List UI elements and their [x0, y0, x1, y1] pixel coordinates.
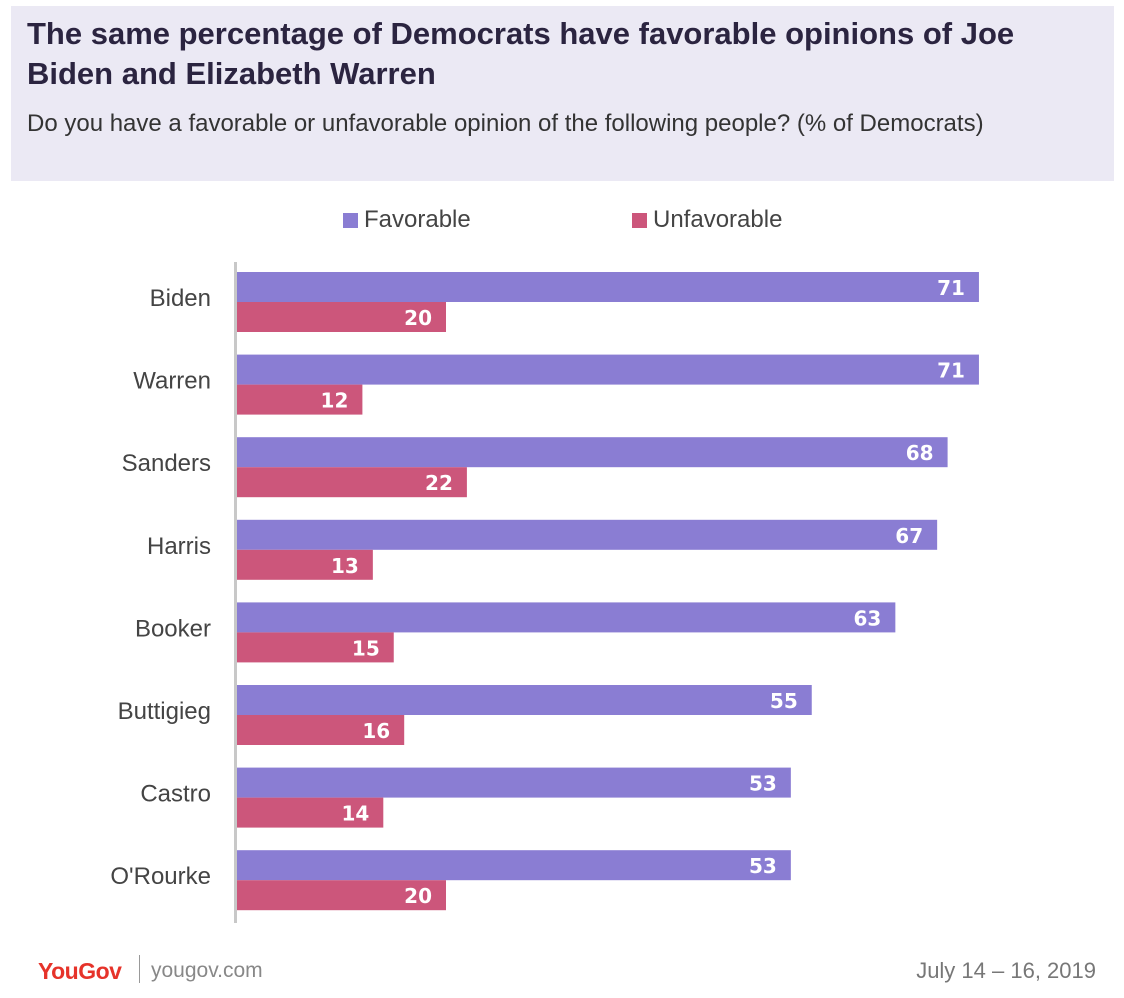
bar-favorable: [237, 767, 791, 798]
data-label: 13: [331, 554, 359, 578]
legend-swatch-unfavorable: [632, 212, 647, 228]
bar-favorable: [237, 437, 948, 468]
category-label: Harris: [147, 533, 211, 560]
data-label: 12: [321, 389, 349, 413]
data-label: 67: [895, 524, 923, 548]
data-label: 68: [906, 441, 934, 465]
bar-unfavorable: [237, 797, 384, 828]
bar-favorable: [237, 354, 979, 385]
data-label: 15: [352, 636, 380, 660]
bar-unfavorable: [237, 880, 446, 911]
data-label: 71: [937, 359, 965, 383]
legend-label-favorable: Favorable: [364, 206, 471, 233]
category-label: O'Rourke: [110, 863, 211, 890]
chart-footer: YouGov yougov.com July 14 – 16, 2019: [0, 955, 1124, 989]
category-label: Castro: [140, 781, 211, 808]
data-label: 14: [341, 802, 369, 826]
data-label: 53: [749, 854, 777, 878]
bar-unfavorable: [237, 549, 373, 580]
category-label: Biden: [150, 285, 211, 312]
bar-chart: Biden 71 20 Warren 71 12 Sanders 68 22 Harris 67 13…: [110, 262, 979, 923]
bar-favorable: [237, 850, 791, 881]
footer-divider: [139, 955, 140, 983]
chart-subtitle: Do you have a favorable or unfavorable o…: [27, 110, 984, 137]
chart-legend: Favorable Unfavorable: [0, 206, 1124, 238]
bar-unfavorable: [237, 302, 446, 332]
data-label: 55: [770, 689, 798, 713]
data-label: 16: [362, 719, 390, 743]
bar-favorable: [237, 519, 938, 550]
legend-item-favorable: Favorable: [343, 206, 471, 234]
yougov-logo: YouGov: [38, 958, 122, 984]
data-label: 22: [425, 471, 453, 495]
data-label: 71: [937, 276, 965, 300]
bar-unfavorable: [237, 384, 363, 415]
data-label: 20: [404, 884, 432, 908]
legend-swatch-favorable: [343, 212, 358, 228]
legend-item-unfavorable: Unfavorable: [632, 206, 782, 234]
footer-date: July 14 – 16, 2019: [916, 958, 1096, 983]
data-label: 63: [854, 606, 882, 630]
bar-favorable: [237, 602, 896, 633]
category-label: Buttigieg: [118, 698, 211, 725]
category-label: Sanders: [122, 450, 211, 477]
bar-unfavorable: [237, 467, 467, 498]
bar-unfavorable: [237, 632, 394, 663]
chart-header: The same percentage of Democrats have fa…: [11, 6, 1114, 181]
chart-title: The same percentage of Democrats have fa…: [27, 16, 1015, 91]
data-label: 53: [749, 772, 777, 796]
data-label: 20: [404, 306, 432, 330]
legend-label-unfavorable: Unfavorable: [653, 206, 783, 233]
footer-site: yougov.com: [151, 959, 263, 982]
category-label: Warren: [133, 368, 211, 395]
category-label: Booker: [135, 615, 211, 642]
bar-favorable: [237, 272, 979, 302]
bar-favorable: [237, 685, 812, 715]
bar-unfavorable: [237, 715, 405, 745]
